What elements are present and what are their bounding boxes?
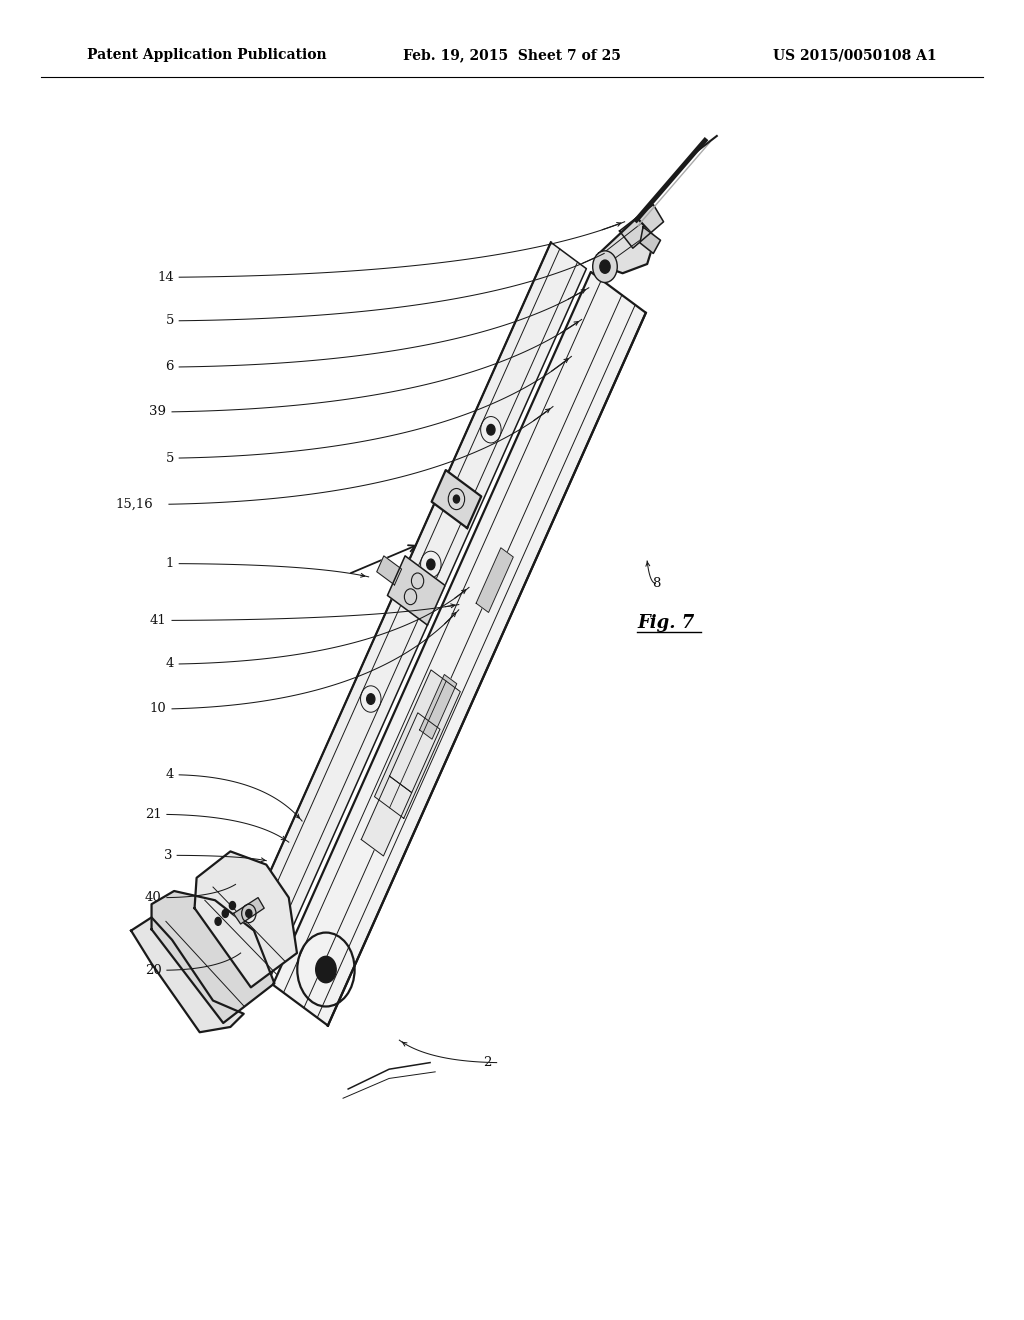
Circle shape	[246, 909, 252, 917]
Text: 1: 1	[166, 557, 174, 570]
Circle shape	[600, 260, 610, 273]
Polygon shape	[389, 713, 440, 792]
Text: 39: 39	[148, 405, 166, 418]
Polygon shape	[377, 556, 401, 585]
Polygon shape	[232, 243, 587, 982]
Polygon shape	[152, 891, 274, 1023]
Circle shape	[427, 560, 435, 570]
Polygon shape	[420, 675, 457, 739]
Polygon shape	[375, 671, 461, 818]
Polygon shape	[640, 227, 660, 253]
Text: 4: 4	[166, 657, 174, 671]
Polygon shape	[476, 548, 513, 612]
Text: 10: 10	[150, 702, 166, 715]
Text: US 2015/0050108 A1: US 2015/0050108 A1	[773, 49, 937, 62]
Text: Feb. 19, 2015  Sheet 7 of 25: Feb. 19, 2015 Sheet 7 of 25	[403, 49, 621, 62]
Text: 8: 8	[652, 577, 660, 590]
Polygon shape	[272, 272, 646, 1026]
Polygon shape	[131, 917, 244, 1032]
Text: 15,16: 15,16	[116, 498, 154, 511]
Polygon shape	[195, 851, 297, 987]
Text: 2: 2	[483, 1056, 492, 1069]
Circle shape	[367, 694, 375, 705]
Polygon shape	[233, 898, 264, 924]
Text: 21: 21	[145, 808, 162, 821]
Text: Fig. 7: Fig. 7	[637, 614, 694, 632]
Circle shape	[229, 902, 236, 909]
Circle shape	[315, 956, 336, 982]
Text: 14: 14	[158, 271, 174, 284]
Polygon shape	[432, 470, 481, 528]
Circle shape	[222, 909, 228, 917]
Text: 3: 3	[164, 849, 172, 862]
Text: 40: 40	[145, 891, 162, 904]
Text: 4: 4	[166, 768, 174, 781]
Polygon shape	[599, 218, 655, 273]
Polygon shape	[387, 556, 445, 626]
Polygon shape	[361, 776, 412, 855]
Text: 41: 41	[150, 614, 166, 627]
Circle shape	[454, 495, 460, 503]
Text: Patent Application Publication: Patent Application Publication	[87, 49, 327, 62]
Text: 6: 6	[166, 360, 174, 374]
Text: 20: 20	[145, 964, 162, 977]
Circle shape	[593, 251, 617, 282]
Text: 5: 5	[166, 451, 174, 465]
Circle shape	[486, 425, 495, 436]
Circle shape	[215, 917, 221, 925]
Text: 5: 5	[166, 314, 174, 327]
Polygon shape	[620, 205, 664, 248]
